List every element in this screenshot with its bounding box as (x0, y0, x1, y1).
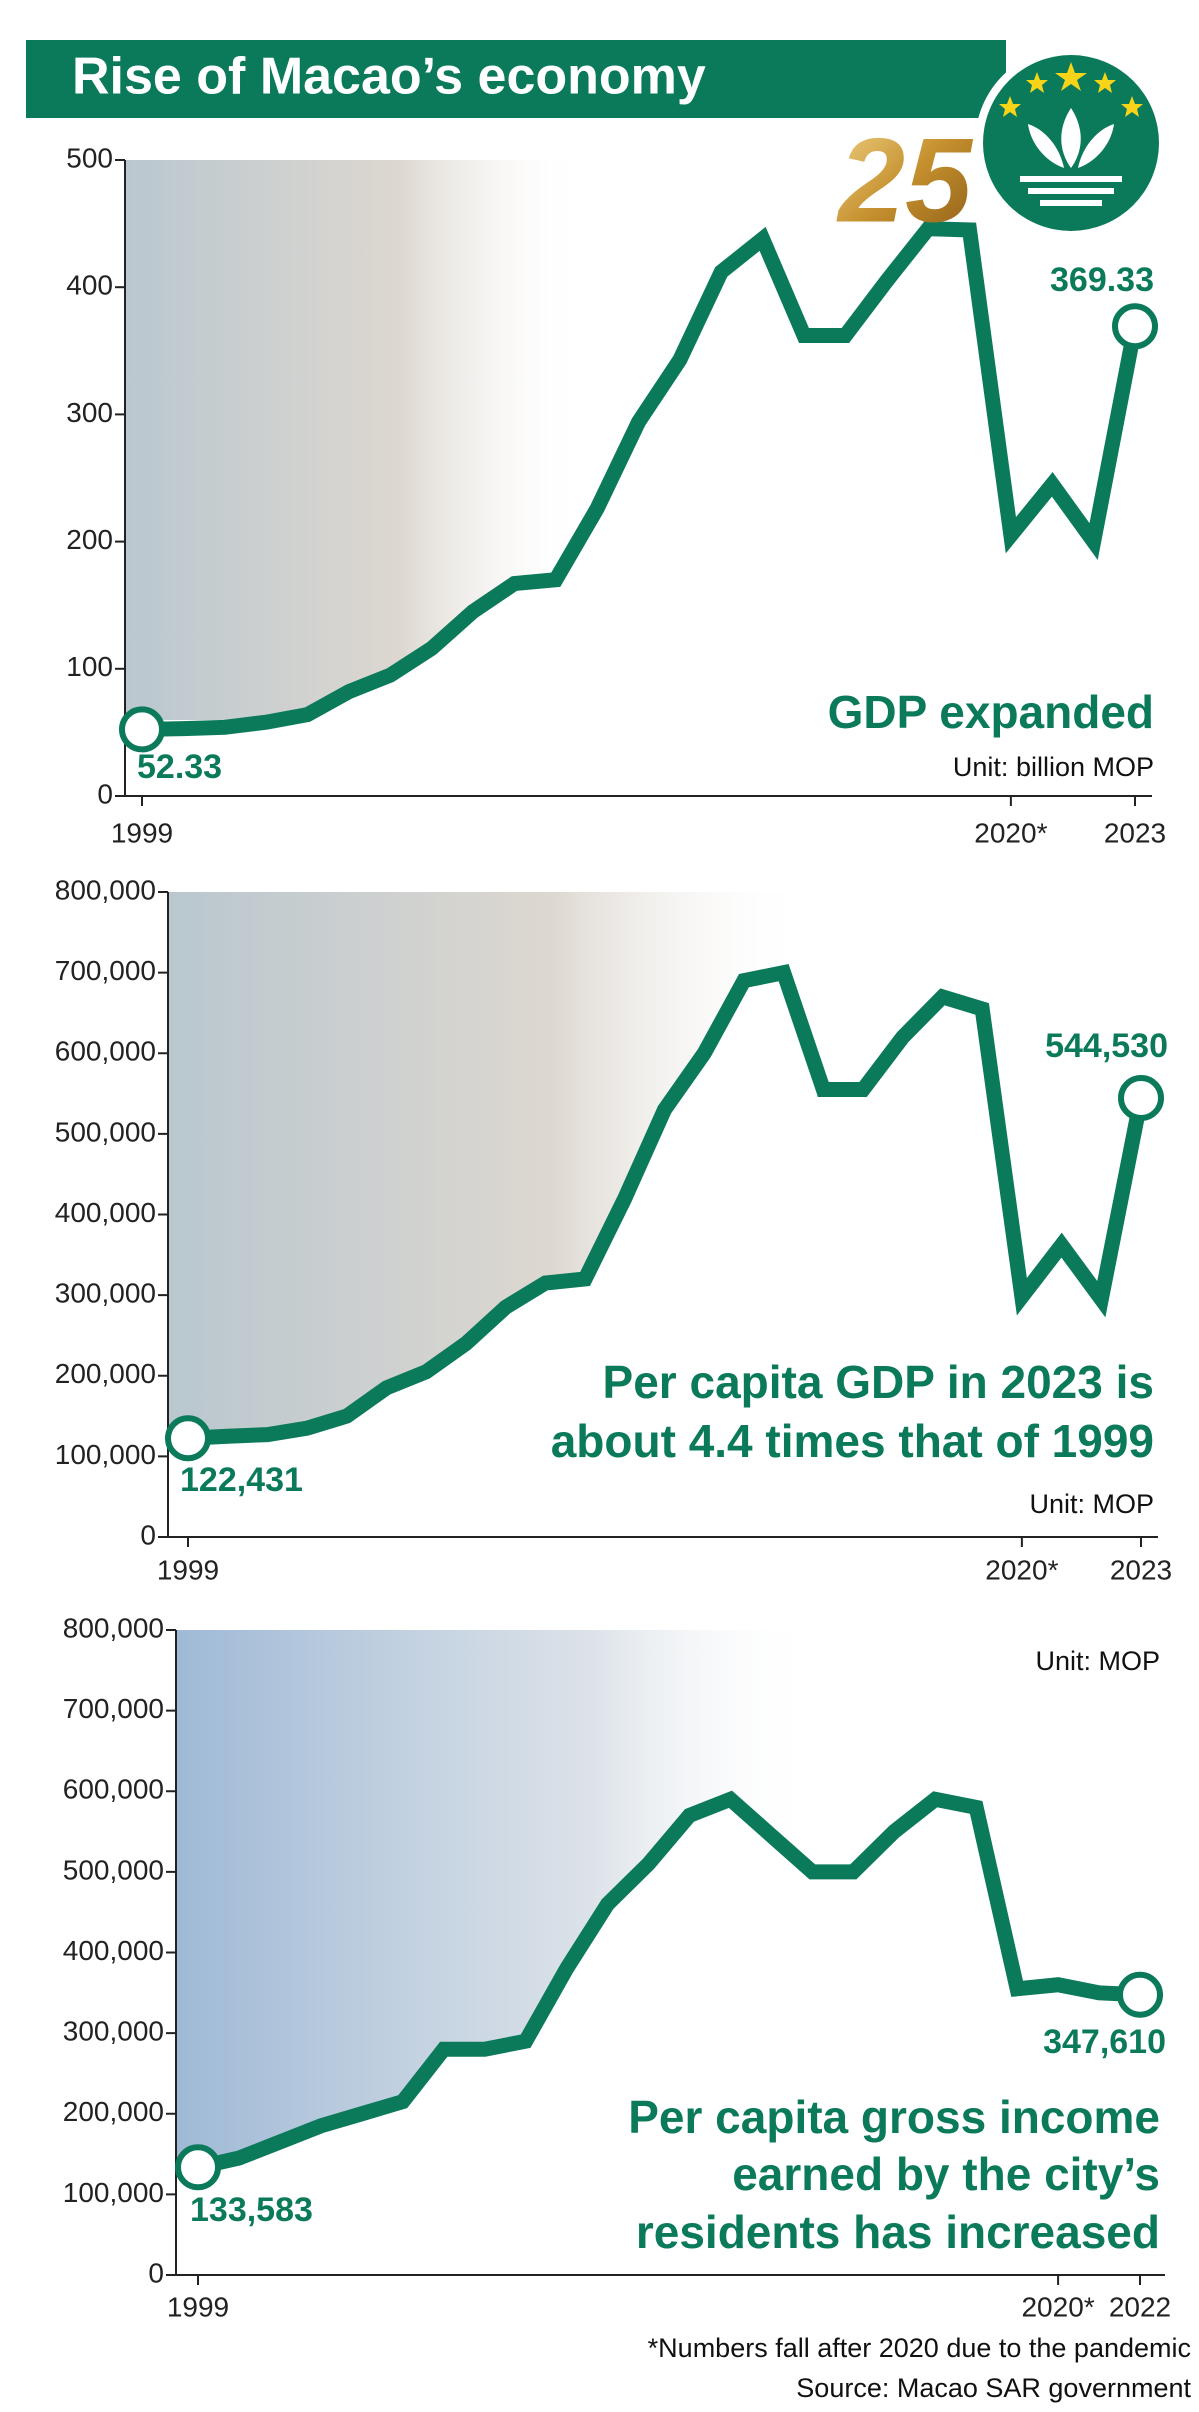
end-point (1117, 1971, 1163, 2018)
chart-panel: 0 100 200 300 400 500 1999 2020* 2023 52.33 369.33… (66, 142, 1166, 848)
value-label: 544,530 (1045, 1027, 1168, 1065)
end-point (165, 1415, 211, 1462)
x-tick-label: 2020* (974, 817, 1047, 848)
x-tick-label: 1999 (157, 1554, 219, 1585)
x-tick-label: 2020* (1021, 2291, 1094, 2322)
value-label: 133,583 (190, 2191, 313, 2229)
annotation: Per capita GDP in 2023 is (603, 1356, 1154, 1408)
x-tick-label: 2022 (1109, 2291, 1171, 2322)
y-tick-label: 100 (66, 651, 113, 682)
source: Source: Macao SAR government (796, 2373, 1191, 2403)
value-label: 347,610 (1043, 2023, 1166, 2061)
chart-panel: 0 100,000 200,000 300,000 400,000 500,000 600,… (63, 1612, 1171, 2322)
y-tick-label: 700,000 (55, 955, 156, 986)
annotation: residents has increased (636, 2206, 1160, 2258)
annotation: Per capita gross income (628, 2091, 1160, 2143)
y-tick-label: 400 (66, 270, 113, 301)
x-tick-label: 2020* (985, 1554, 1058, 1585)
chart-panel: 0 100,000 200,000 300,000 400,000 500,000 600,… (55, 874, 1172, 1585)
y-tick-label: 500,000 (63, 1854, 164, 1885)
unit-label: Unit: MOP (1029, 1489, 1154, 1519)
y-tick-label: 100,000 (55, 1439, 156, 1470)
value-label: 122,431 (180, 1461, 303, 1499)
y-tick-label: 300 (66, 397, 113, 428)
x-tick-label: 1999 (167, 2291, 229, 2322)
value-label: 369.33 (1050, 261, 1154, 299)
emblem: 25 (836, 114, 974, 248)
end-point (1118, 1074, 1164, 1121)
annotation: earned by the city’s (732, 2148, 1160, 2200)
x-tick-label: 2023 (1104, 817, 1166, 848)
under-line-fill (176, 1799, 1140, 2275)
title: Rise of Macao’s economy (72, 48, 706, 106)
value-label: 52.33 (137, 748, 222, 786)
x-tick-label: 1999 (111, 817, 173, 848)
y-tick-label: 200 (66, 524, 113, 555)
y-tick-label: 600,000 (63, 1774, 164, 1805)
y-tick-label: 800,000 (63, 1612, 164, 1643)
y-tick-label: 0 (140, 1519, 156, 1550)
y-tick-label: 200,000 (63, 2096, 164, 2127)
end-point (119, 706, 165, 753)
annotation: GDP expanded (828, 686, 1154, 738)
y-tick-label: 200,000 (55, 1358, 156, 1389)
data-line (187, 963, 1149, 1446)
end-point (175, 2144, 221, 2191)
y-tick-label: 100,000 (63, 2177, 164, 2208)
y-tick-label: 0 (148, 2257, 164, 2288)
y-tick-label: 500 (66, 142, 113, 173)
flag-emblem (975, 47, 1167, 239)
y-tick-label: 600,000 (55, 1036, 156, 1067)
y-tick-label: 300,000 (63, 2016, 164, 2047)
data-line (141, 221, 1143, 737)
unit-label: Unit: billion MOP (953, 752, 1154, 782)
under-line-fill (168, 972, 1141, 1537)
unit-label: Unit: MOP (1035, 1646, 1160, 1676)
y-tick-label: 0 (97, 778, 113, 809)
y-tick-label: 500,000 (55, 1116, 156, 1147)
x-tick-label: 2023 (1110, 1554, 1172, 1585)
y-tick-label: 800,000 (55, 874, 156, 905)
title-bar (26, 40, 1006, 118)
y-tick-label: 400,000 (55, 1197, 156, 1228)
footnote: *Numbers fall after 2020 due to the pand… (648, 2333, 1191, 2363)
y-tick-label: 700,000 (63, 1693, 164, 1724)
y-tick-label: 400,000 (63, 1935, 164, 1966)
data-line (196, 1790, 1141, 2175)
end-point (1112, 303, 1158, 350)
y-tick-label: 300,000 (55, 1278, 156, 1309)
annotation: about 4.4 times that of 1999 (551, 1415, 1154, 1467)
under-line-fill (125, 228, 1135, 797)
